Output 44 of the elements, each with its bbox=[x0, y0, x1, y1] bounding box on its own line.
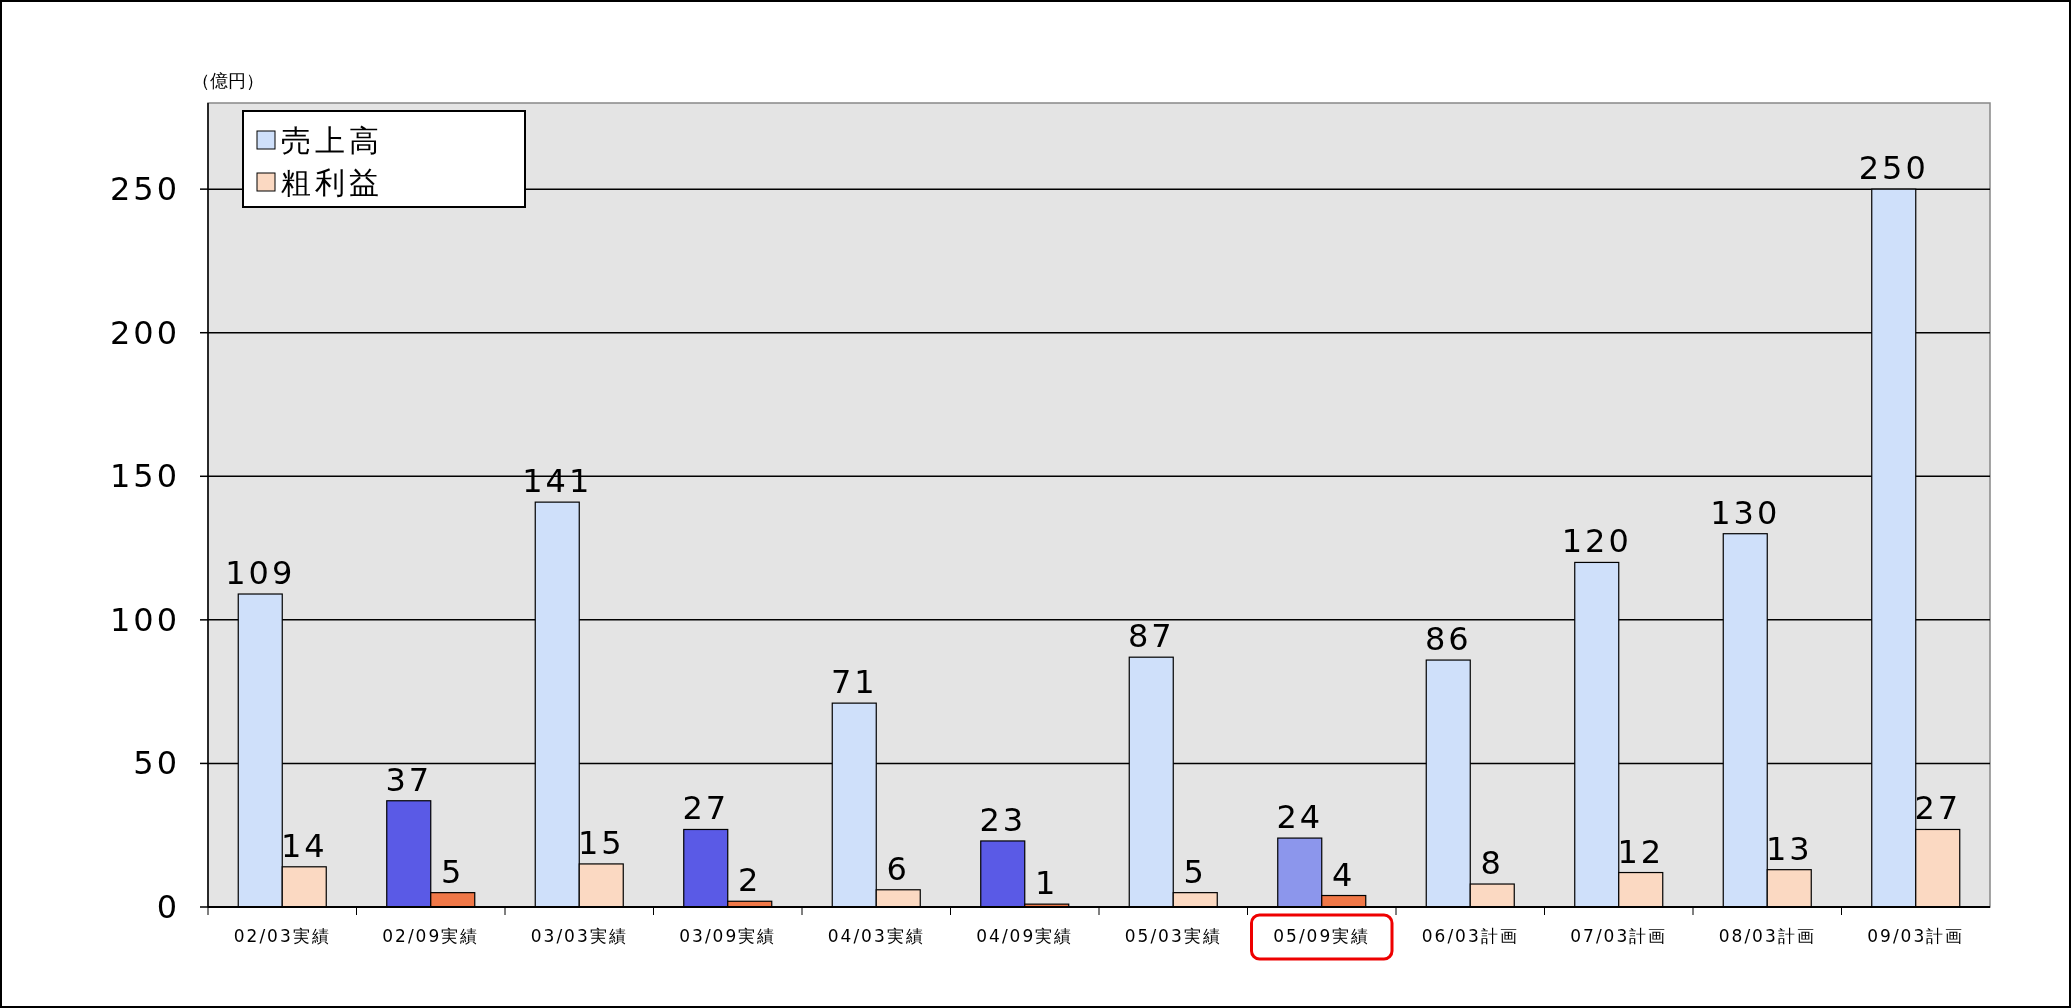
x-tick-label: 03/09実績 bbox=[679, 926, 777, 946]
data-label: 8 bbox=[1480, 844, 1504, 883]
data-label: 37 bbox=[385, 760, 433, 799]
y-axis-title: （億円） bbox=[192, 70, 264, 91]
y-tick-label: 100 bbox=[109, 600, 180, 639]
x-tick-label: 09/03計画 bbox=[1867, 926, 1965, 946]
x-tick-label: 05/09実績 bbox=[1273, 926, 1371, 946]
data-label: 14 bbox=[280, 826, 328, 865]
data-label: 6 bbox=[886, 849, 910, 888]
data-label: 1 bbox=[1035, 864, 1059, 903]
data-label: 27 bbox=[1914, 789, 1962, 828]
y-tick-label: 200 bbox=[109, 313, 180, 352]
data-label: 250 bbox=[1858, 149, 1929, 188]
data-label: 130 bbox=[1710, 493, 1781, 532]
x-tick-label: 07/03計画 bbox=[1570, 926, 1668, 946]
x-tick-label: 02/03実績 bbox=[233, 926, 331, 946]
x-tick-label: 06/03計画 bbox=[1421, 926, 1519, 946]
y-tick-label: 250 bbox=[109, 170, 180, 209]
y-tick-label: 0 bbox=[156, 888, 180, 926]
data-label: 5 bbox=[1183, 852, 1207, 891]
data-label: 23 bbox=[979, 800, 1027, 839]
data-label: 109 bbox=[225, 554, 296, 593]
x-tick-label: 03/03実績 bbox=[530, 926, 628, 946]
data-label: 13 bbox=[1765, 829, 1813, 868]
data-label: 12 bbox=[1617, 832, 1665, 871]
legend-label: 売上高 bbox=[281, 123, 383, 158]
x-tick-label: 02/09実績 bbox=[382, 926, 480, 946]
x-tick-label: 04/09実績 bbox=[976, 926, 1074, 946]
y-tick-label: 150 bbox=[109, 457, 180, 496]
data-label: 87 bbox=[1127, 617, 1175, 656]
y-tick-label: 50 bbox=[133, 744, 180, 783]
data-label: 4 bbox=[1332, 855, 1356, 894]
x-tick-label: 04/03実績 bbox=[827, 926, 925, 946]
data-label: 15 bbox=[577, 823, 625, 862]
data-label: 27 bbox=[682, 789, 730, 828]
x-tick-label: 05/03実績 bbox=[1124, 926, 1222, 946]
x-tick-label: 08/03計画 bbox=[1718, 926, 1816, 946]
legend-label: 粗利益 bbox=[281, 165, 383, 200]
data-label: 120 bbox=[1561, 522, 1632, 561]
data-label: 2 bbox=[738, 861, 762, 900]
data-label: 24 bbox=[1276, 798, 1324, 837]
data-label: 71 bbox=[830, 663, 878, 702]
data-label: 86 bbox=[1424, 620, 1472, 659]
data-label: 5 bbox=[441, 852, 465, 891]
